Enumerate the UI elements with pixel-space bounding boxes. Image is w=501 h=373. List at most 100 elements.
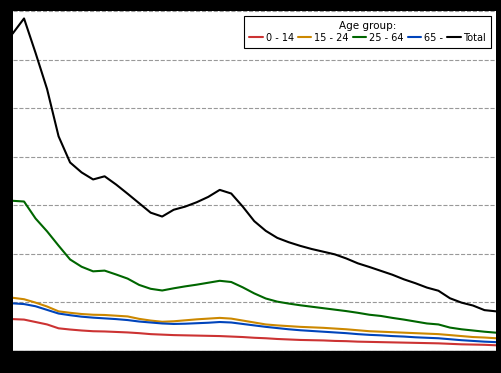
Total: [217, 188, 223, 192]
0 - 14: [136, 331, 142, 335]
25 - 64: [79, 264, 85, 269]
65 -: [378, 333, 384, 338]
Total: [33, 51, 39, 55]
25 - 64: [424, 321, 430, 326]
65 -: [332, 330, 338, 335]
65 -: [470, 339, 476, 343]
15 - 24: [21, 297, 27, 301]
Total: [56, 134, 62, 138]
0 - 14: [10, 317, 16, 321]
Total: [274, 236, 280, 240]
65 -: [481, 339, 487, 344]
0 - 14: [274, 337, 280, 341]
Total: [44, 87, 50, 91]
15 - 24: [159, 320, 165, 324]
0 - 14: [113, 330, 119, 334]
25 - 64: [90, 269, 96, 273]
15 - 24: [79, 312, 85, 316]
65 -: [320, 329, 326, 334]
Total: [136, 201, 142, 206]
25 - 64: [113, 272, 119, 277]
Total: [401, 277, 407, 282]
25 - 64: [10, 198, 16, 203]
Total: [251, 219, 257, 223]
15 - 24: [355, 328, 361, 332]
65 -: [56, 311, 62, 316]
25 - 64: [263, 296, 269, 301]
15 - 24: [113, 313, 119, 318]
Line: 25 - 64: 25 - 64: [13, 201, 496, 333]
15 - 24: [44, 304, 50, 309]
0 - 14: [389, 340, 395, 345]
25 - 64: [378, 314, 384, 318]
0 - 14: [343, 339, 349, 344]
0 - 14: [297, 338, 303, 342]
15 - 24: [217, 316, 223, 320]
0 - 14: [228, 334, 234, 339]
25 - 64: [148, 286, 154, 291]
25 - 64: [56, 244, 62, 248]
Total: [470, 303, 476, 308]
65 -: [171, 322, 177, 326]
25 - 64: [493, 330, 499, 335]
65 -: [102, 316, 108, 321]
0 - 14: [435, 341, 441, 345]
25 - 64: [401, 317, 407, 322]
65 -: [148, 320, 154, 325]
65 -: [251, 323, 257, 327]
65 -: [458, 338, 464, 342]
Total: [378, 269, 384, 273]
0 - 14: [102, 329, 108, 334]
Total: [297, 244, 303, 248]
25 - 64: [389, 316, 395, 320]
65 -: [205, 320, 211, 325]
25 - 64: [217, 279, 223, 283]
15 - 24: [286, 324, 292, 328]
Total: [79, 170, 85, 175]
25 - 64: [194, 282, 200, 287]
25 - 64: [240, 285, 246, 289]
65 -: [493, 340, 499, 344]
15 - 24: [194, 317, 200, 322]
0 - 14: [125, 330, 131, 335]
0 - 14: [263, 336, 269, 341]
25 - 64: [182, 284, 188, 289]
Total: [320, 250, 326, 254]
25 - 64: [205, 280, 211, 285]
15 - 24: [435, 332, 441, 336]
25 - 64: [102, 268, 108, 273]
0 - 14: [56, 326, 62, 330]
65 -: [240, 322, 246, 326]
0 - 14: [44, 322, 50, 327]
0 - 14: [378, 340, 384, 344]
0 - 14: [320, 338, 326, 343]
0 - 14: [182, 333, 188, 338]
65 -: [447, 337, 453, 341]
65 -: [263, 325, 269, 329]
15 - 24: [263, 322, 269, 327]
Total: [493, 309, 499, 314]
25 - 64: [171, 286, 177, 291]
65 -: [401, 334, 407, 339]
15 - 24: [424, 331, 430, 336]
65 -: [113, 317, 119, 321]
15 - 24: [10, 295, 16, 300]
25 - 64: [44, 229, 50, 233]
65 -: [33, 304, 39, 308]
15 - 24: [251, 320, 257, 325]
Total: [159, 214, 165, 219]
15 - 24: [366, 329, 372, 333]
Total: [389, 273, 395, 277]
Total: [205, 195, 211, 199]
15 - 24: [274, 323, 280, 327]
Total: [240, 204, 246, 209]
65 -: [435, 336, 441, 341]
25 - 64: [251, 291, 257, 296]
25 - 64: [366, 313, 372, 317]
15 - 24: [309, 325, 315, 330]
25 - 64: [447, 325, 453, 330]
0 - 14: [309, 338, 315, 342]
25 - 64: [159, 288, 165, 293]
25 - 64: [343, 309, 349, 313]
Line: Total: Total: [13, 18, 496, 311]
